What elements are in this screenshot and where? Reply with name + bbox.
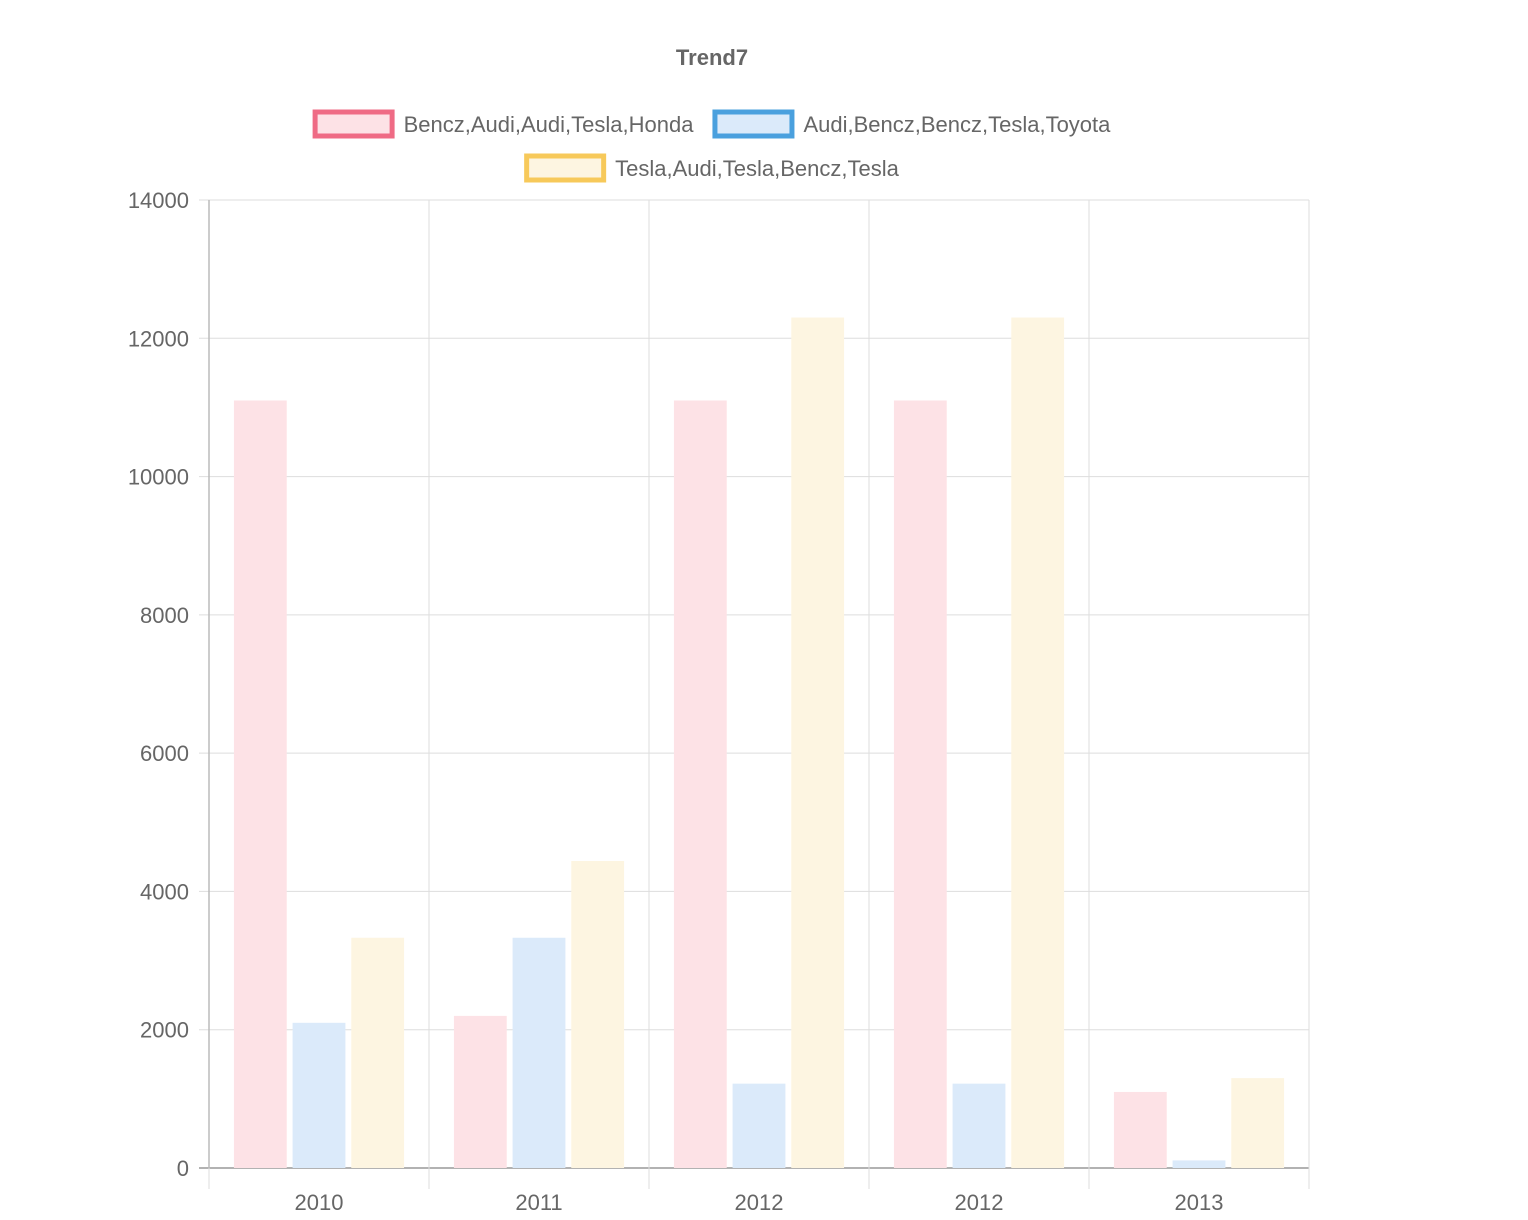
- legend: Bencz,Audi,Audi,Tesla,Honda Audi,Bencz,Be…: [312, 109, 1111, 183]
- bar: [1172, 1160, 1226, 1168]
- x-axis: 2010 2011 2012 2012 2013: [295, 1190, 1224, 1215]
- x-tick-label: 2010: [295, 1190, 344, 1215]
- bar: [673, 400, 727, 1168]
- y-tick-label: 12000: [128, 326, 189, 351]
- y-tick-label: 4000: [140, 879, 189, 904]
- legend-swatch: [712, 109, 795, 139]
- legend-swatch: [524, 153, 607, 183]
- bar: [952, 1083, 1006, 1168]
- y-tick-label: 14000: [128, 188, 189, 213]
- legend-label: Tesla,Audi,Tesla,Bencz,Tesla: [615, 156, 899, 181]
- bar: [1231, 1078, 1285, 1168]
- bar: [233, 400, 287, 1168]
- chart-title: Trend7: [676, 45, 748, 70]
- legend-label: Audi,Bencz,Bencz,Tesla,Toyota: [803, 112, 1111, 137]
- bar: [292, 1022, 346, 1168]
- x-tick-label: 2012: [735, 1190, 784, 1215]
- y-axis: 0 2000 4000 6000 8000 10000 12000 14000: [128, 188, 210, 1181]
- legend-label: Bencz,Audi,Audi,Tesla,Honda: [404, 112, 695, 137]
- x-tick-label: 2011: [515, 1190, 562, 1215]
- y-tick-label: 10000: [128, 465, 189, 490]
- x-tick-label: 2012: [955, 1190, 1004, 1215]
- bars: [233, 317, 1285, 1168]
- bar: [893, 400, 947, 1168]
- legend-swatch: [312, 109, 395, 139]
- grid-lines: [199, 199, 1310, 1189]
- y-tick-label: 8000: [140, 603, 189, 628]
- bar: [1011, 317, 1065, 1168]
- bar: [1113, 1091, 1167, 1168]
- bar: [791, 317, 845, 1168]
- bar: [571, 861, 625, 1168]
- bar: [512, 937, 566, 1168]
- y-tick-label: 6000: [140, 741, 189, 766]
- bar: [351, 937, 405, 1168]
- bar: [732, 1083, 786, 1168]
- y-tick-label: 2000: [140, 1018, 189, 1043]
- x-tick-label: 2013: [1175, 1190, 1224, 1215]
- bar: [453, 1015, 507, 1168]
- y-tick-label: 0: [177, 1156, 189, 1181]
